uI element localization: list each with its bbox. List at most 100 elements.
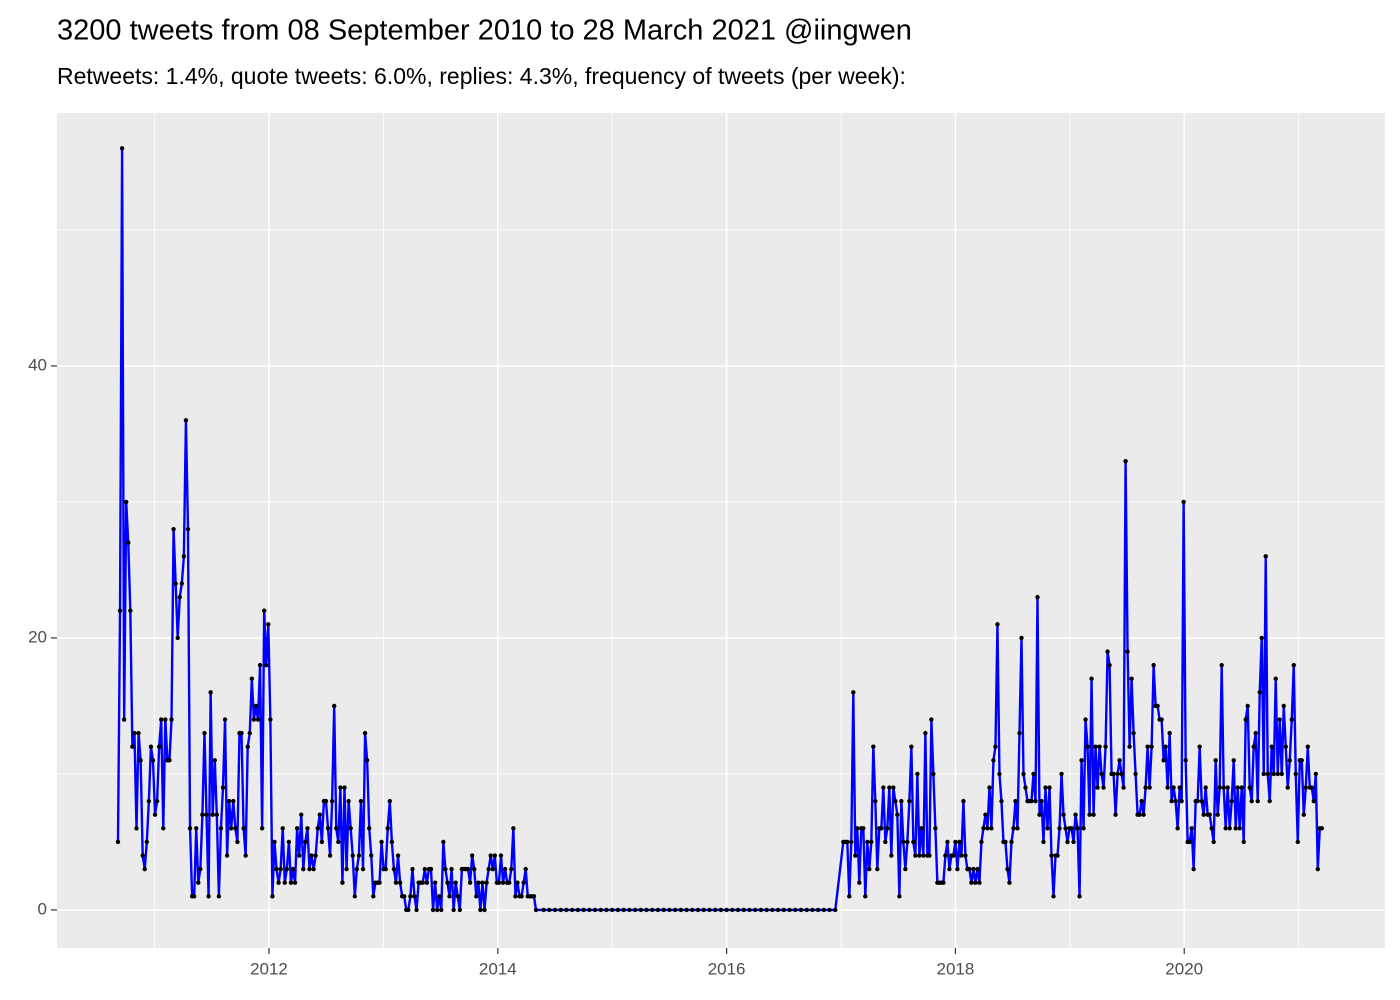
- data-point: [644, 907, 649, 913]
- data-point: [480, 880, 485, 885]
- data-point: [947, 866, 952, 872]
- data-point: [764, 907, 769, 913]
- data-point: [311, 866, 316, 872]
- data-point: [1127, 744, 1132, 749]
- data-point: [1019, 635, 1024, 641]
- data-point: [1093, 744, 1098, 749]
- data-point: [327, 853, 333, 858]
- data-point: [951, 853, 956, 858]
- data-point: [183, 418, 189, 423]
- data-point: [961, 798, 966, 804]
- data-point: [1065, 839, 1070, 845]
- data-point: [303, 839, 308, 845]
- data-point: [1237, 826, 1242, 831]
- data-point: [121, 717, 127, 722]
- data-point: [507, 880, 512, 885]
- data-point: [678, 907, 684, 913]
- data-point: [163, 717, 168, 722]
- data-point: [220, 785, 226, 790]
- data-point: [977, 880, 982, 885]
- data-point: [325, 826, 331, 831]
- data-point: [963, 853, 968, 858]
- data-point: [915, 771, 920, 777]
- data-point: [1275, 771, 1280, 777]
- data-point: [130, 744, 135, 749]
- data-point: [301, 866, 306, 872]
- data-point: [1181, 499, 1186, 505]
- data-point: [847, 894, 852, 899]
- data-point: [1021, 771, 1026, 777]
- data-point: [235, 839, 240, 845]
- data-point: [1009, 839, 1014, 845]
- data-point: [1179, 798, 1184, 804]
- data-point: [712, 907, 718, 913]
- data-point: [923, 730, 928, 736]
- data-point: [1059, 771, 1064, 777]
- data-point: [1013, 798, 1018, 804]
- data-point: [707, 907, 712, 913]
- data-point: [1089, 676, 1094, 681]
- data-point: [385, 826, 390, 831]
- data-point: [332, 703, 337, 709]
- data-point: [875, 866, 880, 872]
- data-point: [115, 839, 121, 845]
- data-point: [849, 839, 854, 845]
- data-point: [531, 894, 537, 899]
- data-point: [1151, 662, 1156, 668]
- data-point: [1253, 730, 1258, 736]
- data-point: [161, 826, 166, 831]
- data-point: [1319, 826, 1324, 831]
- data-point: [181, 554, 187, 559]
- data-point: [132, 730, 137, 736]
- data-point: [1303, 785, 1308, 790]
- data-point: [264, 662, 269, 668]
- data-point: [781, 907, 787, 913]
- data-point: [1097, 744, 1102, 749]
- data-point: [340, 880, 345, 885]
- data-point: [369, 853, 374, 858]
- data-point: [865, 839, 870, 845]
- data-point: [1313, 771, 1318, 777]
- data-point: [1259, 635, 1264, 641]
- data-point: [907, 798, 912, 804]
- data-point: [533, 907, 539, 913]
- data-point: [482, 907, 487, 913]
- data-point: [1277, 717, 1282, 722]
- data-point: [929, 717, 934, 722]
- data-point: [995, 622, 1000, 627]
- data-point: [991, 758, 996, 763]
- data-point: [684, 907, 689, 913]
- data-point: [159, 717, 164, 722]
- data-point: [140, 853, 145, 858]
- data-point: [867, 866, 872, 872]
- data-point: [284, 866, 290, 872]
- x-tick-label: 2014: [479, 959, 517, 978]
- data-point: [521, 880, 526, 885]
- data-point: [1017, 730, 1022, 736]
- data-point: [523, 866, 528, 872]
- data-point: [367, 826, 372, 831]
- data-point: [424, 880, 430, 885]
- data-point: [1083, 717, 1088, 722]
- data-point: [334, 826, 339, 831]
- data-point: [1045, 826, 1050, 831]
- data-point: [406, 907, 411, 913]
- data-point: [371, 894, 376, 899]
- data-point: [202, 730, 207, 736]
- data-point: [798, 907, 804, 913]
- data-point: [1213, 758, 1218, 763]
- data-point: [323, 798, 329, 804]
- data-point: [241, 826, 246, 831]
- data-point: [851, 690, 856, 695]
- data-point: [1155, 703, 1160, 709]
- data-point: [1315, 866, 1320, 872]
- data-point: [735, 907, 741, 913]
- data-point: [142, 866, 147, 872]
- data-point: [917, 853, 922, 858]
- data-point: [899, 798, 904, 804]
- y-tick-label: 0: [38, 899, 47, 918]
- data-point: [171, 526, 176, 532]
- data-point: [897, 894, 902, 899]
- data-point: [387, 798, 393, 804]
- data-point: [632, 907, 638, 913]
